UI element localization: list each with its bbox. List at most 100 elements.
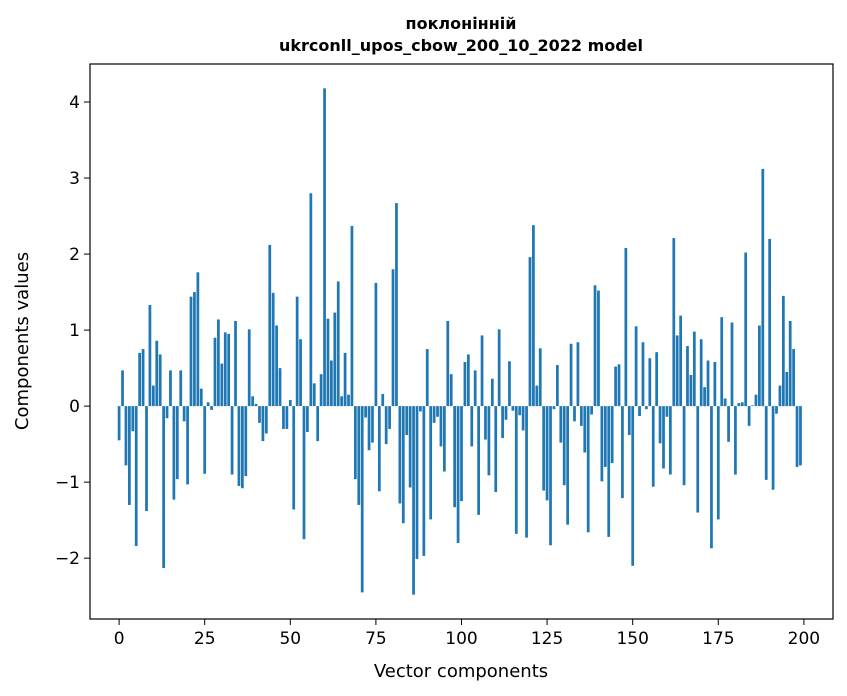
bar bbox=[425, 349, 429, 407]
bar bbox=[449, 374, 453, 407]
bar bbox=[744, 252, 748, 407]
bar bbox=[377, 406, 381, 492]
bar bbox=[538, 348, 542, 407]
bar bbox=[686, 346, 689, 407]
bar bbox=[655, 352, 659, 407]
bar bbox=[319, 374, 323, 407]
bar bbox=[364, 406, 367, 418]
bar bbox=[470, 406, 474, 447]
y-tick-label: 4 bbox=[69, 93, 80, 113]
bar bbox=[781, 295, 785, 407]
bar bbox=[597, 290, 600, 407]
x-tick-label: 100 bbox=[445, 629, 477, 649]
x-axis-ticks: 0 25 50 75 100 125 150 175 200 bbox=[114, 619, 820, 649]
x-tick-label: 125 bbox=[531, 629, 563, 649]
bar bbox=[504, 406, 508, 420]
bar bbox=[740, 402, 744, 407]
bar bbox=[764, 406, 768, 480]
bar bbox=[583, 406, 587, 453]
bar bbox=[241, 406, 244, 489]
bar bbox=[552, 406, 556, 410]
bar bbox=[374, 282, 378, 407]
bar bbox=[713, 362, 717, 407]
bar bbox=[429, 406, 433, 520]
bar bbox=[716, 406, 720, 520]
bar bbox=[600, 406, 604, 482]
chart-title-line1: поклонінній bbox=[406, 14, 517, 33]
bar bbox=[261, 406, 265, 442]
bar bbox=[134, 406, 138, 547]
bar bbox=[579, 406, 583, 426]
bar bbox=[586, 406, 590, 533]
bar bbox=[614, 366, 617, 407]
bar bbox=[131, 406, 135, 432]
bar bbox=[268, 244, 272, 407]
bar bbox=[699, 339, 703, 407]
bar bbox=[658, 406, 662, 444]
bar-series bbox=[117, 88, 802, 595]
x-tick-label: 175 bbox=[702, 629, 734, 649]
bar bbox=[220, 363, 224, 407]
bar bbox=[158, 354, 162, 407]
y-tick-label: 3 bbox=[69, 169, 80, 189]
bar bbox=[788, 320, 792, 407]
bar bbox=[484, 406, 487, 440]
y-tick-label: 1 bbox=[69, 321, 80, 341]
bar bbox=[169, 370, 172, 407]
bar bbox=[672, 238, 676, 407]
bar bbox=[254, 403, 258, 407]
bar bbox=[264, 406, 268, 434]
bar bbox=[210, 406, 213, 410]
bar bbox=[336, 281, 340, 407]
bar bbox=[401, 406, 405, 524]
bar bbox=[196, 272, 200, 407]
bar bbox=[316, 406, 320, 442]
bar bbox=[203, 406, 207, 474]
bar bbox=[706, 360, 710, 407]
bar bbox=[282, 406, 285, 429]
bar bbox=[689, 374, 693, 407]
x-tick-label: 200 bbox=[788, 629, 820, 649]
chart-title-line2: ukrconll_upos_cbow_200_10_2022 model bbox=[279, 36, 643, 55]
bar bbox=[511, 406, 515, 411]
bar bbox=[682, 406, 686, 486]
bar bbox=[569, 343, 573, 407]
bar bbox=[638, 406, 641, 416]
bar bbox=[542, 406, 546, 491]
bar bbox=[275, 325, 278, 407]
bar bbox=[631, 406, 635, 566]
bar bbox=[179, 370, 183, 407]
bar bbox=[792, 349, 795, 407]
bar bbox=[480, 335, 484, 407]
bar bbox=[258, 406, 261, 423]
bar bbox=[624, 247, 628, 407]
bar bbox=[679, 315, 682, 407]
bar bbox=[617, 364, 621, 407]
bar bbox=[573, 406, 576, 422]
bar bbox=[562, 406, 566, 486]
bar bbox=[371, 406, 374, 443]
y-tick-label: −2 bbox=[55, 549, 80, 569]
x-axis-label: Vector components bbox=[374, 661, 548, 682]
bar bbox=[384, 406, 388, 445]
bar bbox=[556, 365, 559, 407]
bar bbox=[412, 406, 415, 595]
x-tick-label: 75 bbox=[365, 629, 387, 649]
bar bbox=[645, 406, 648, 410]
bar bbox=[432, 406, 436, 423]
bar bbox=[443, 406, 446, 472]
bar bbox=[395, 203, 398, 407]
bar bbox=[487, 406, 491, 476]
bar bbox=[117, 406, 121, 441]
bar bbox=[326, 318, 330, 407]
bar bbox=[610, 406, 614, 464]
bar bbox=[521, 406, 525, 431]
bar bbox=[244, 406, 248, 477]
bar bbox=[199, 388, 203, 407]
bar bbox=[323, 88, 326, 407]
y-tick-label: −1 bbox=[55, 473, 80, 493]
bar bbox=[357, 406, 361, 505]
bar bbox=[227, 333, 231, 407]
bar bbox=[514, 406, 518, 534]
bar bbox=[771, 406, 775, 490]
